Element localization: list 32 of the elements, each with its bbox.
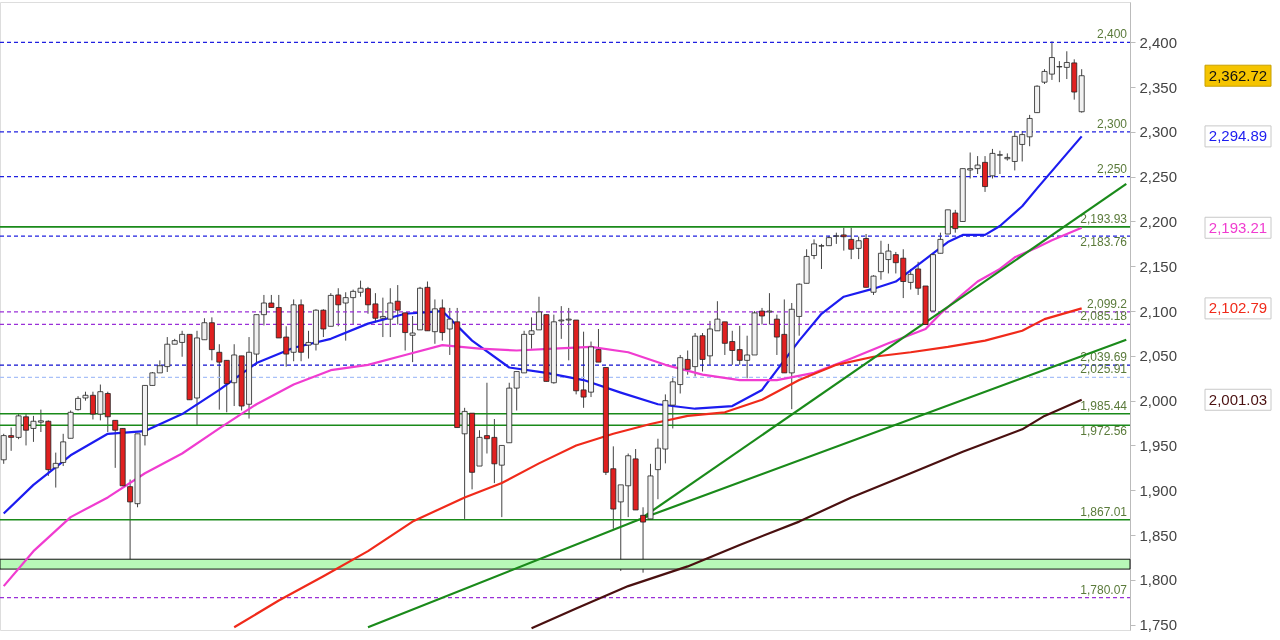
- y-tick-label: 1,900: [1139, 481, 1178, 499]
- y-tick-label: 2,000: [1139, 392, 1178, 410]
- text: 2,193.21: [1208, 218, 1268, 236]
- ref-line-label: 2,183.76: [1080, 235, 1128, 250]
- y-tick-label: 1,800: [1139, 571, 1178, 589]
- ref-line-label: 2,250: [1096, 161, 1128, 176]
- ref-line-label: 1,780.07: [1080, 582, 1128, 597]
- text: 2,102.79: [1208, 299, 1268, 317]
- y-tick-label: 2,100: [1139, 302, 1178, 320]
- ref-line-label: 2,039.69: [1080, 350, 1128, 365]
- text: 2,362.72: [1208, 66, 1268, 84]
- y-tick-label: 1,750: [1139, 616, 1178, 634]
- ref-line-label: 2,099.2: [1086, 296, 1128, 311]
- y-tick-label: 2,350: [1139, 78, 1178, 96]
- y-tick-label: 2,200: [1139, 212, 1178, 230]
- y-tick-label: 2,050: [1139, 347, 1178, 365]
- text: 2,001.03: [1208, 390, 1268, 408]
- text: 2,294.89: [1208, 127, 1268, 145]
- ref-line-label: 1,972.56: [1080, 424, 1128, 439]
- ref-line-label: 1,867.01: [1080, 504, 1128, 519]
- ref-line-label: 2,025.91: [1080, 362, 1128, 377]
- y-tick-label: 1,850: [1139, 526, 1178, 544]
- y-tick-label: 2,150: [1139, 257, 1178, 275]
- ref-line-label: 2,300: [1096, 116, 1128, 131]
- ref-line-label: 1,985.44: [1080, 398, 1128, 413]
- y-tick-label: 2,400: [1139, 33, 1178, 51]
- y-tick-label: 2,250: [1139, 168, 1178, 186]
- y-tick-label: 2,300: [1139, 123, 1178, 141]
- ref-line-label: 2,400: [1096, 27, 1128, 42]
- ref-line-label: 2,085.18: [1080, 309, 1128, 324]
- y-tick-label: 1,950: [1139, 436, 1178, 454]
- ref-line-label: 2,193.93: [1080, 211, 1128, 226]
